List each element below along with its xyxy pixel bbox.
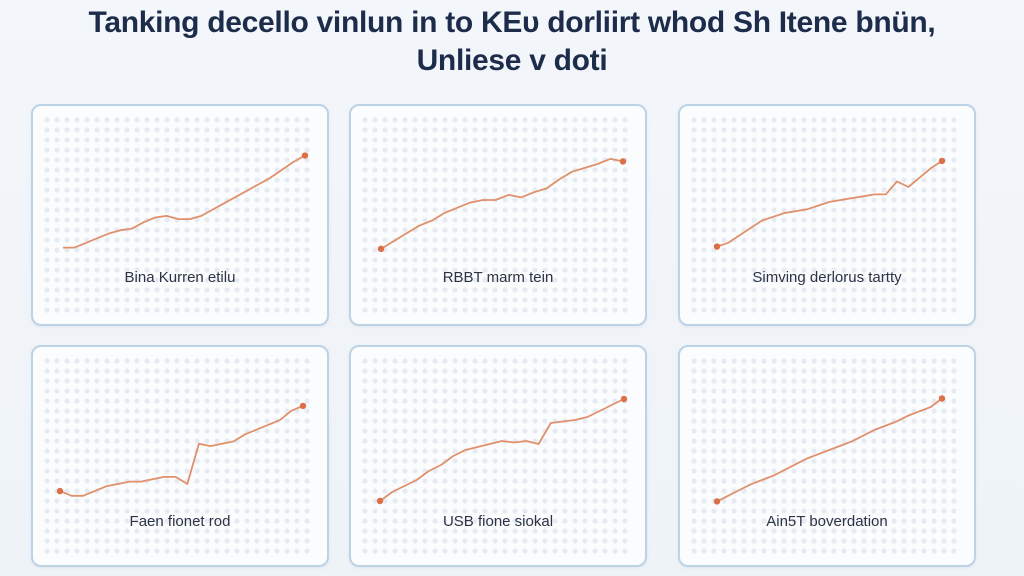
series-line-2 [380,158,624,250]
series-line-3 [716,160,943,248]
title-line-2: Unliese v doti [416,44,608,77]
chart-panel-3: Simving derlorus tartty [678,104,976,326]
chart-label-5: USB fione siokal [442,513,554,530]
chart-label-3: Simving derlorus tartty [752,269,902,286]
end-point-5 [620,395,628,403]
chart-label-2: RBBT marm tein [442,269,554,286]
series-line-4 [59,405,304,497]
grid-2 [362,117,628,313]
end-point-6 [938,395,946,402]
grid-6 [691,358,957,554]
line-chart-6 [691,358,957,554]
series-line-1 [63,154,306,249]
chart-panel-5: USB fione siokal [349,345,647,567]
series-line-6 [716,397,943,503]
end-point-3 [938,157,946,165]
chart-panel-4: Faen fionet rod [31,345,329,567]
line-chart-1 [44,117,310,313]
end-point-4 [299,402,307,410]
start-point-2 [377,245,385,253]
grid-3 [691,117,957,313]
grid-5 [362,358,628,554]
line-chart-5 [362,358,628,554]
line-chart-2 [362,117,628,313]
grid-4 [44,358,310,554]
end-point-1 [301,152,309,159]
start-point-5 [376,497,384,505]
chart-label-6: Ain5T boverdation [766,513,888,530]
start-point-6 [713,498,721,505]
end-point-2 [619,158,627,165]
series-line-5 [379,398,625,502]
chart-panel-2: RBBT marm tein [349,104,647,326]
grid-1 [44,117,310,313]
line-chart-4 [44,358,310,554]
start-point-4 [56,487,64,495]
start-point-3 [713,243,721,250]
chart-label-4: Faen fionet rod [129,513,231,530]
chart-label-1: Bina Kurren etilu [124,269,236,286]
line-chart-3 [691,117,957,313]
page-title: Tanking decello vinlun in to KEᴜ dorliir… [0,4,1024,80]
chart-panel-6: Ain5T boverdation [678,345,976,567]
chart-panel-1: Bina Kurren etilu [31,104,329,326]
title-line-1: Tanking decello vinlun in to KEᴜ dorliir… [88,6,936,39]
